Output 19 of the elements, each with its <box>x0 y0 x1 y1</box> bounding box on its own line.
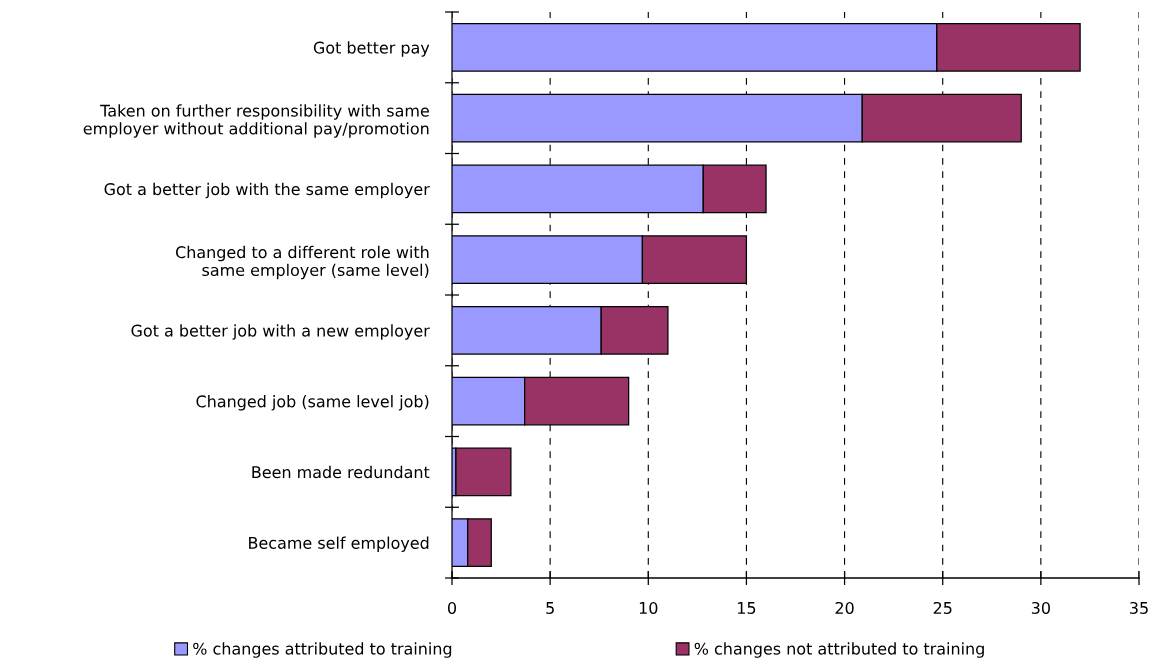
x-tick-label: 30 <box>1031 601 1050 614</box>
legend-label: % changes not attributed to training <box>694 642 984 658</box>
y-tick-label: Got a better job with the same employer <box>104 182 430 199</box>
y-tick-label: Taken on further responsibility with same employer without additional pay/promotion <box>83 104 429 138</box>
y-tick-label: Got better pay <box>313 41 430 57</box>
x-tick-label: 15 <box>738 602 756 614</box>
y-tick-label: Changed to a different role with same employer (same level) <box>175 245 429 280</box>
x-tick-label: 0 <box>447 601 457 614</box>
bar <box>455 447 512 497</box>
y-tick-label: Became self employed <box>249 536 429 553</box>
x-tick-label: 10 <box>639 601 658 614</box>
x-tick-label: 35 <box>1130 601 1148 614</box>
y-tick-label: Got a better job with a new employer <box>131 324 430 340</box>
x-tick-label: 25 <box>933 601 952 614</box>
x-tick-label: 20 <box>835 601 854 614</box>
legend-label: % changes attributed to training <box>193 642 452 658</box>
y-tick-label: Changed job (same level job) <box>196 395 429 411</box>
x-tick-label: 5 <box>546 602 554 614</box>
y-tick-label: Been made redundant <box>252 465 430 479</box>
